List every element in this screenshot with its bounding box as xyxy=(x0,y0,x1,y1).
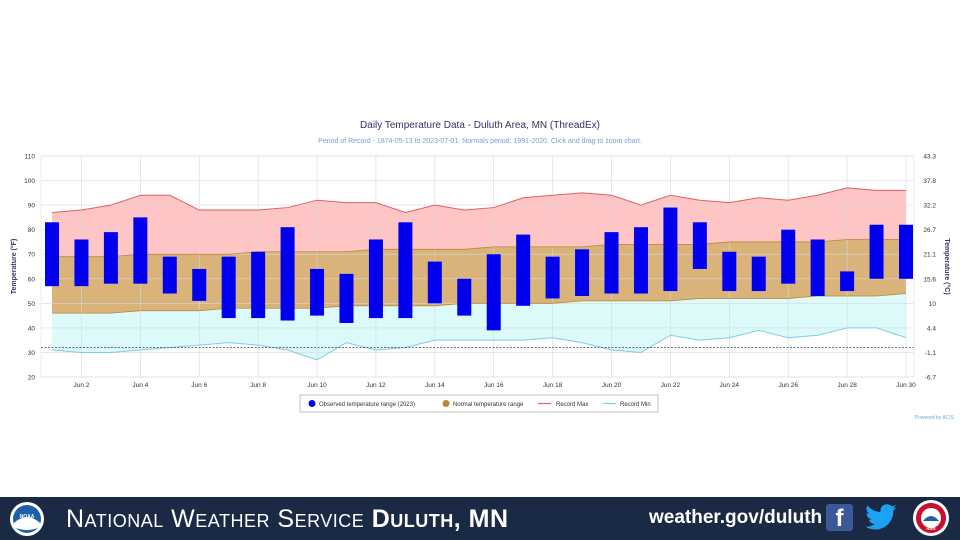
normal-low-line xyxy=(52,293,907,314)
observed-bar-jun-8[interactable] xyxy=(251,251,266,319)
observed-bar-jun-29[interactable] xyxy=(869,224,884,279)
y2-axis-label: Temperature (°C) xyxy=(943,238,951,294)
observed-bar-jun-17[interactable] xyxy=(516,234,531,306)
legend-observed-marker[interactable] xyxy=(308,400,316,407)
x-tick-label: Jun 2 xyxy=(73,382,89,389)
x-tick-label: Jun 26 xyxy=(778,382,798,389)
y-tick-label: 70 xyxy=(28,252,36,259)
record-min-line xyxy=(51,327,907,361)
nws-logo-text: NWS xyxy=(926,526,936,531)
chart-title: Daily Temperature Data - Duluth Area, MN… xyxy=(360,120,600,131)
y-tick-label: 110 xyxy=(25,154,36,161)
x-tick-label: Jun 14 xyxy=(425,382,445,389)
observed-bar-jun-23[interactable] xyxy=(692,222,707,269)
observed-bar-jun-9[interactable] xyxy=(280,227,295,321)
observed-bar-jun-14[interactable] xyxy=(427,261,442,304)
observed-bar-jun-28[interactable] xyxy=(840,271,855,292)
x-tick-label: Jun 28 xyxy=(837,382,857,389)
normal-range-band xyxy=(52,239,906,314)
x-tick-label: Jun 16 xyxy=(484,382,504,389)
facebook-icon[interactable]: f xyxy=(826,504,853,532)
footer-banner: NOAA National Weather Service Duluth, MN… xyxy=(0,497,960,540)
nws-office-name-part2: Duluth, MN xyxy=(371,505,509,533)
observed-bar-jun-16[interactable] xyxy=(486,254,501,331)
observed-bar-jun-7[interactable] xyxy=(221,256,236,319)
y-tick-label: 30 xyxy=(28,350,36,357)
record-min-band xyxy=(52,293,906,360)
observed-bar-jun-2[interactable] xyxy=(74,239,89,287)
y-tick-label: 50 xyxy=(28,301,36,308)
y2-tick-label: -1.1 xyxy=(925,350,937,357)
legend-box xyxy=(299,394,659,413)
x-tick-label: Jun 18 xyxy=(543,382,563,389)
observed-bar-jun-10[interactable] xyxy=(310,268,325,316)
nws-logo: NWS xyxy=(913,500,949,536)
x-tick-label: Jun 4 xyxy=(132,382,148,389)
twitter-icon[interactable] xyxy=(864,503,898,533)
y2-tick-label: 26.7 xyxy=(923,227,936,234)
y2-tick-label: 43.3 xyxy=(923,154,936,161)
observed-bar-jun-26[interactable] xyxy=(781,229,796,284)
y2-tick-label: 15.6 xyxy=(923,276,936,283)
x-tick-label: Jun 24 xyxy=(720,382,740,389)
x-tick-label: Jun 12 xyxy=(366,382,386,389)
y-tick-label: 20 xyxy=(28,375,36,382)
observed-bar-jun-5[interactable] xyxy=(162,256,177,294)
legend-observed-label: Observed temperature range (2023) xyxy=(319,402,415,408)
y2-tick-label: 4.4 xyxy=(927,325,936,332)
normal-high-line xyxy=(52,239,906,258)
y2-tick-label: 21.1 xyxy=(923,252,936,259)
y-tick-label: 40 xyxy=(28,325,36,332)
observed-bar-jun-12[interactable] xyxy=(368,239,383,319)
temperature-chart[interactable]: 110 100 90 80 70 60 50 40 30 20 43.3 37.8 32.2 26.7 21… xyxy=(0,110,960,425)
observed-bar-jun-30[interactable] xyxy=(899,224,913,279)
credit-label[interactable]: Powered by ACIS xyxy=(914,415,954,421)
observed-bar-jun-21[interactable] xyxy=(633,227,648,294)
y-tick-label: 90 xyxy=(28,203,36,210)
nws-office-name: National Weather Service Duluth, MN xyxy=(66,505,509,534)
x-tick-label: Jun 6 xyxy=(191,382,207,389)
observed-bar-jun-15[interactable] xyxy=(457,278,472,316)
y-tick-label: 60 xyxy=(28,276,36,283)
y2-tick-label: 10 xyxy=(929,301,937,308)
observed-bar-jun-13[interactable] xyxy=(398,222,413,319)
y-tick-label: 100 xyxy=(24,178,35,185)
x-tick-label: Jun 8 xyxy=(250,382,266,389)
observed-bar-jun-27[interactable] xyxy=(810,239,825,296)
observed-bar-jun-11[interactable] xyxy=(339,273,354,323)
x-tick-label: Jun 10 xyxy=(307,382,327,389)
observed-bar-jun-18[interactable] xyxy=(545,256,560,299)
legend-record-min-label: Record Min xyxy=(620,402,651,408)
observed-bar-jun-1[interactable] xyxy=(45,222,59,287)
y-tick-label: 80 xyxy=(28,227,36,234)
observed-bar-jun-19[interactable] xyxy=(575,249,590,296)
observed-bar-jun-20[interactable] xyxy=(604,232,619,294)
noaa-logo-text: NOAA xyxy=(20,514,35,520)
chart-subtitle: Period of Record - 1874-05-13 to 2023-07… xyxy=(318,138,642,145)
observed-bar-jun-22[interactable] xyxy=(663,207,678,292)
y-axis-label: Temperature (°F) xyxy=(10,239,18,295)
x-tick-label: Jun 22 xyxy=(661,382,681,389)
observed-bar-jun-24[interactable] xyxy=(722,251,737,292)
legend-record-max-label: Record Max xyxy=(556,402,588,408)
y2-tick-label: 32.2 xyxy=(923,203,936,210)
nws-office-name-part1: National Weather Service xyxy=(66,505,372,533)
y2-tick-label: 37.8 xyxy=(923,178,936,185)
observed-bar-jun-6[interactable] xyxy=(192,268,207,301)
record-max-line xyxy=(51,187,906,213)
y2-tick-label: -6.7 xyxy=(925,375,937,382)
website-url[interactable]: weather.gov/duluth xyxy=(649,507,823,528)
noaa-logo: NOAA xyxy=(10,502,44,536)
legend-normal-marker[interactable] xyxy=(442,400,450,407)
legend-normal-label: Normal temperature range xyxy=(453,402,524,408)
x-tick-label: Jun 30 xyxy=(896,382,916,389)
observed-bar-jun-3[interactable] xyxy=(103,232,118,284)
x-tick-label: Jun 20 xyxy=(602,382,622,389)
observed-bar-jun-4[interactable] xyxy=(133,217,148,284)
observed-bar-jun-25[interactable] xyxy=(751,256,766,292)
